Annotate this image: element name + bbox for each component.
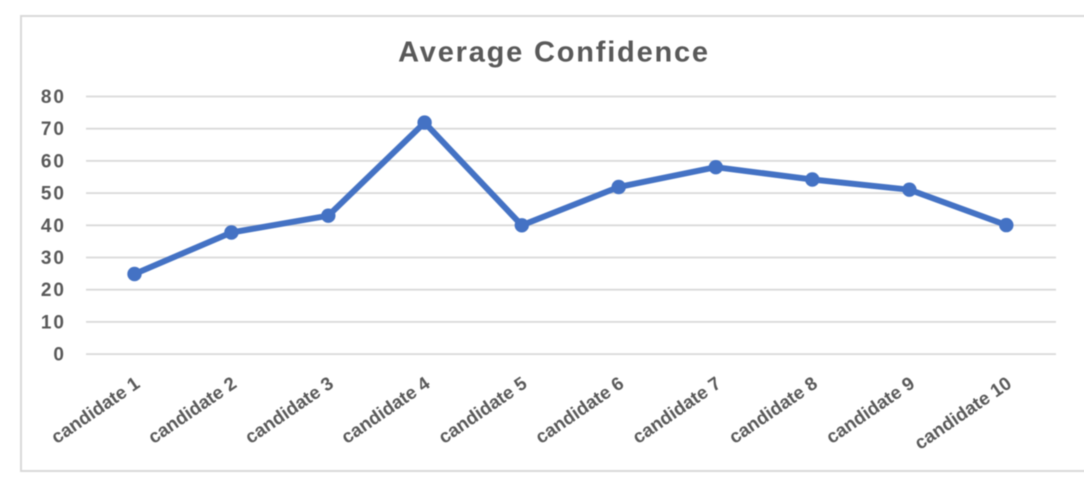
svg-text:candidate 3: candidate 3 (241, 372, 337, 447)
svg-text:20: 20 (41, 280, 66, 301)
svg-text:candidate 1: candidate 1 (47, 372, 143, 447)
svg-text:40: 40 (41, 216, 66, 237)
svg-text:candidate 10: candidate 10 (910, 372, 1015, 453)
svg-text:10: 10 (41, 312, 66, 333)
svg-text:candidate 5: candidate 5 (434, 372, 530, 447)
svg-text:50: 50 (41, 184, 66, 205)
svg-text:candidate 7: candidate 7 (628, 372, 724, 447)
svg-text:60: 60 (41, 151, 66, 172)
svg-text:Average Confidence: Average Confidence (398, 37, 710, 69)
svg-text:candidate 8: candidate 8 (725, 372, 821, 447)
svg-text:30: 30 (41, 248, 66, 269)
svg-text:candidate 4: candidate 4 (337, 372, 434, 448)
svg-text:candidate 2: candidate 2 (144, 372, 240, 447)
svg-text:80: 80 (41, 87, 66, 108)
svg-text:candidate 6: candidate 6 (531, 372, 627, 447)
svg-text:70: 70 (41, 119, 66, 140)
svg-text:candidate 9: candidate 9 (822, 372, 918, 447)
svg-text:0: 0 (53, 345, 66, 366)
